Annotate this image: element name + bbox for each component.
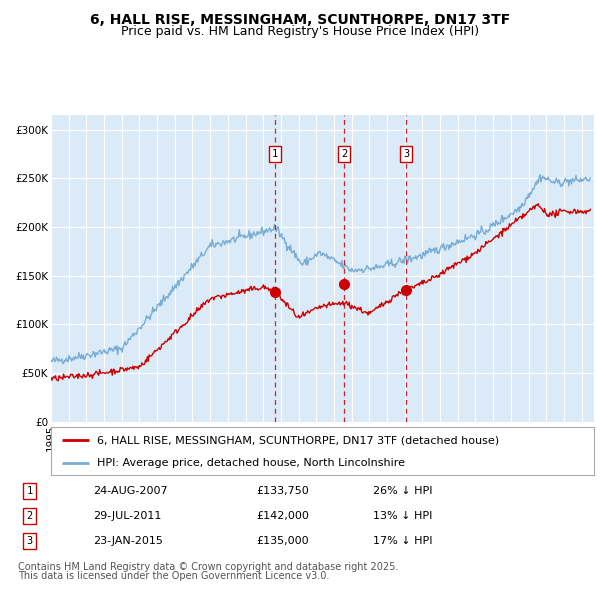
Text: 6, HALL RISE, MESSINGHAM, SCUNTHORPE, DN17 3TF (detached house): 6, HALL RISE, MESSINGHAM, SCUNTHORPE, DN…	[97, 435, 499, 445]
Text: 2: 2	[26, 512, 32, 521]
Text: Price paid vs. HM Land Registry's House Price Index (HPI): Price paid vs. HM Land Registry's House …	[121, 25, 479, 38]
Text: 2: 2	[341, 149, 347, 159]
Text: This data is licensed under the Open Government Licence v3.0.: This data is licensed under the Open Gov…	[18, 571, 329, 581]
Text: 1: 1	[26, 486, 32, 496]
Text: 3: 3	[403, 149, 409, 159]
Text: 29-JUL-2011: 29-JUL-2011	[94, 512, 162, 521]
Text: 24-AUG-2007: 24-AUG-2007	[94, 486, 168, 496]
Text: £133,750: £133,750	[256, 486, 309, 496]
Text: 6, HALL RISE, MESSINGHAM, SCUNTHORPE, DN17 3TF: 6, HALL RISE, MESSINGHAM, SCUNTHORPE, DN…	[90, 13, 510, 27]
Text: Contains HM Land Registry data © Crown copyright and database right 2025.: Contains HM Land Registry data © Crown c…	[18, 562, 398, 572]
Text: 13% ↓ HPI: 13% ↓ HPI	[373, 512, 432, 521]
Text: £135,000: £135,000	[256, 536, 309, 546]
Text: £142,000: £142,000	[256, 512, 310, 521]
Text: 23-JAN-2015: 23-JAN-2015	[94, 536, 163, 546]
Text: 17% ↓ HPI: 17% ↓ HPI	[373, 536, 433, 546]
Text: 1: 1	[272, 149, 278, 159]
Text: HPI: Average price, detached house, North Lincolnshire: HPI: Average price, detached house, Nort…	[97, 458, 405, 468]
Text: 3: 3	[26, 536, 32, 546]
Text: 26% ↓ HPI: 26% ↓ HPI	[373, 486, 433, 496]
